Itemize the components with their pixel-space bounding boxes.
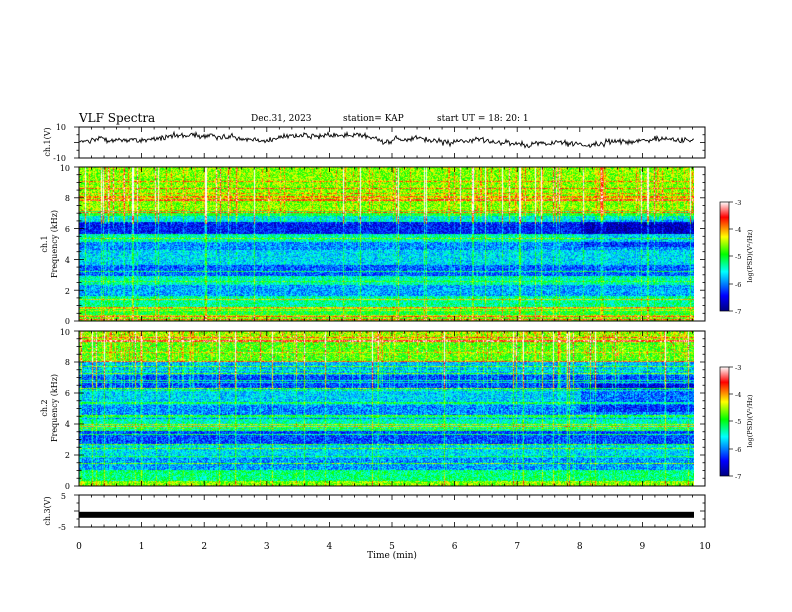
ch1-freq-tick-10: 10 — [60, 164, 70, 173]
time-tick-7: 7 — [514, 542, 520, 552]
time-axis-label: Time (min) — [367, 550, 417, 561]
ch1-cb-tick-m3: -3 — [735, 199, 741, 207]
ch1-spectrogram-image — [79, 167, 694, 321]
ch1-freq-tick-8: 8 — [65, 194, 70, 203]
ch3-ytick-bottom: -5 — [58, 523, 66, 532]
ch2-spec-ylabel-freq: Frequency (kHz) — [50, 374, 59, 442]
ch1-freq-ticks: 0 2 4 6 8 10 — [60, 164, 70, 326]
time-tick-8: 8 — [577, 542, 583, 552]
time-tick-4: 4 — [327, 542, 333, 552]
ch1-colorbar-ticks: -3 -4 -5 -6 -7 — [729, 199, 741, 316]
ch3-waveform-line — [79, 511, 694, 518]
ch1-cb-tick-m5: -5 — [735, 253, 741, 261]
time-tick-6: 6 — [452, 542, 458, 552]
ch2-spectrogram-image — [79, 331, 694, 486]
station-label: station= KAP — [343, 114, 404, 124]
ch1-cb-tick-m7: -7 — [735, 308, 741, 316]
ch2-freq-ticks: 0 2 4 6 8 10 — [60, 328, 70, 491]
ch1-freq-tick-4: 4 — [65, 256, 70, 265]
ch2-freq-tick-0: 0 — [65, 482, 70, 491]
time-tick-2: 2 — [201, 542, 207, 552]
ch2-cb-tick-m5: -5 — [735, 418, 741, 426]
ch2-freq-tick-6: 6 — [65, 389, 70, 398]
ch3-ylabel: ch.3(V) — [43, 496, 52, 525]
panel-tick-marks — [74, 126, 706, 528]
ch1-freq-tick-6: 6 — [65, 225, 70, 234]
ch2-cb-tick-m4: -4 — [735, 391, 741, 399]
ch2-colorbar — [719, 366, 730, 477]
ch2-cb-tick-m6: -6 — [735, 446, 741, 454]
ch2-spectrogram-panel: 0 2 4 6 8 10 ch.2 Frequency (kHz) -3 -4 … — [40, 328, 754, 491]
ch1-spec-ylabel-channel: ch.1 — [40, 235, 49, 252]
time-tick-0: 0 — [76, 542, 82, 552]
date-label: Dec.31, 2023 — [251, 114, 312, 124]
ch1-ytick-bottom: -10 — [53, 154, 66, 163]
ch2-spec-ylabel-channel: ch.2 — [40, 399, 49, 416]
ch2-colorbar-ticks: -3 -4 -5 -6 -7 — [729, 364, 741, 481]
ch1-freq-tick-0: 0 — [65, 317, 70, 326]
time-axis-ticklabels: 0 1 2 3 4 5 6 7 8 9 10 — [76, 542, 711, 552]
ch1-cb-tick-m4: -4 — [735, 226, 741, 234]
time-tick-9: 9 — [640, 542, 646, 552]
start-time-label: start UT = 18: 20: 1 — [437, 114, 529, 124]
ch3-ytick-top: 5 — [61, 492, 66, 501]
ch1-ytick-top: 10 — [56, 123, 66, 132]
time-tick-5: 5 — [389, 542, 395, 552]
ch3-waveform-panel: 5 -5 ch.3(V) 0 1 2 3 4 5 6 7 8 9 10 Time… — [43, 492, 711, 561]
ch1-freq-tick-2: 2 — [65, 287, 70, 296]
ch2-cb-tick-m3: -3 — [735, 364, 741, 372]
chart-title: VLF Spectra — [79, 111, 156, 125]
ch2-colorbar-label: log(PSD)(V²/Hz) — [746, 394, 754, 447]
ch1-waveform-panel: 10 -10 ch.1(V) — [43, 123, 706, 163]
ch2-freq-tick-2: 2 — [65, 451, 70, 460]
ch2-freq-tick-8: 8 — [65, 358, 70, 367]
ch1-waveform-line — [78, 130, 695, 149]
ch1-spectrogram-panel: 0 2 4 6 8 10 ch.1 Frequency (kHz) -3 -4 … — [40, 164, 754, 326]
ch1-colorbar-label: log(PSD)(V²/Hz) — [746, 229, 754, 282]
ch1-spec-ylabel-freq: Frequency (kHz) — [50, 210, 59, 278]
time-tick-3: 3 — [264, 542, 270, 552]
time-tick-1: 1 — [139, 542, 145, 552]
ch1-colorbar — [719, 201, 730, 312]
ch2-cb-tick-m7: -7 — [735, 473, 741, 481]
time-tick-10: 10 — [699, 542, 711, 552]
ch1-cb-tick-m6: -6 — [735, 281, 741, 289]
ch2-freq-tick-10: 10 — [60, 328, 70, 337]
ch1-ylabel: ch.1(V) — [43, 127, 52, 156]
ch2-freq-tick-4: 4 — [65, 420, 70, 429]
